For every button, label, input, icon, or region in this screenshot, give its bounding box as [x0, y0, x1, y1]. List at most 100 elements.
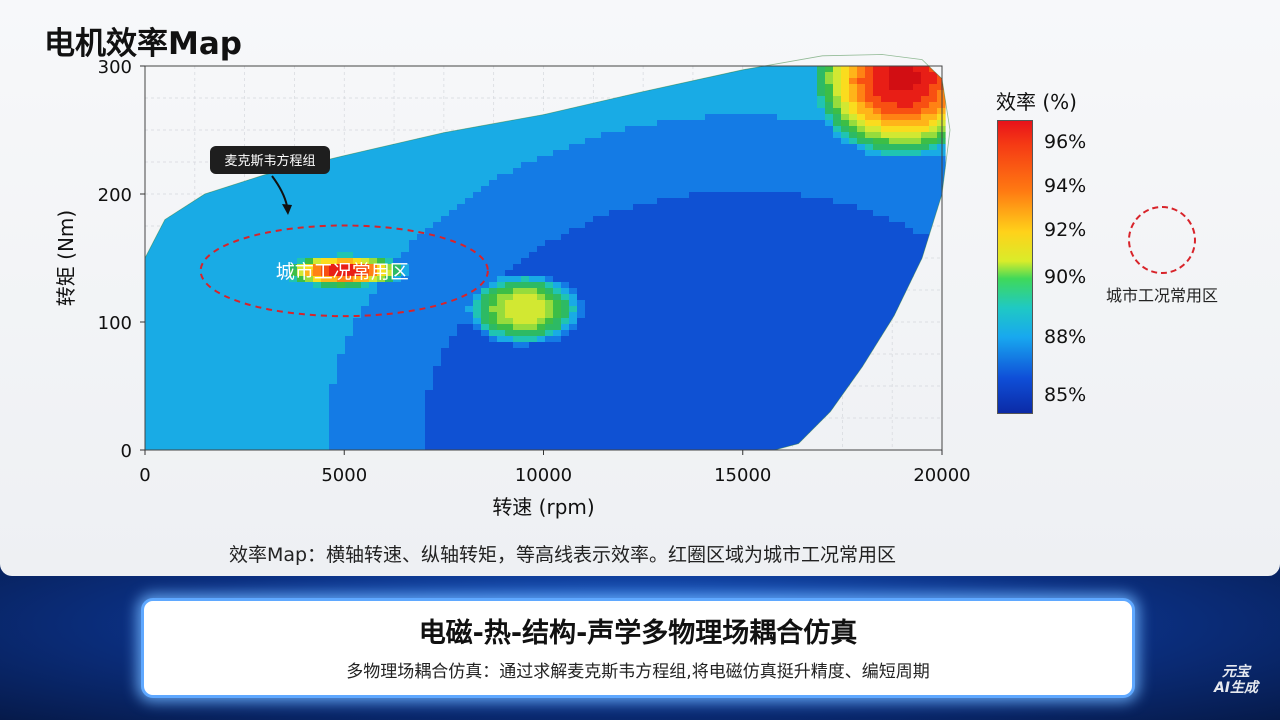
- efficiency-cell: [457, 270, 466, 277]
- efficiency-cell: [889, 96, 898, 103]
- efficiency-cell: [193, 312, 202, 319]
- efficiency-cell: [457, 72, 466, 79]
- efficiency-cell: [865, 174, 874, 181]
- efficiency-cell: [561, 294, 570, 301]
- efficiency-cell: [257, 312, 266, 319]
- efficiency-cell: [537, 318, 546, 325]
- efficiency-cell: [513, 108, 522, 115]
- efficiency-cell: [713, 120, 722, 127]
- efficiency-cell: [521, 252, 530, 259]
- efficiency-cell: [721, 180, 730, 187]
- efficiency-cell: [209, 96, 218, 103]
- efficiency-cell: [337, 300, 346, 307]
- efficiency-cell: [737, 348, 746, 355]
- efficiency-cell: [377, 300, 386, 307]
- efficiency-cell: [297, 300, 306, 307]
- efficiency-cell: [473, 84, 482, 91]
- efficiency-cell: [529, 210, 538, 217]
- efficiency-cell: [345, 318, 354, 325]
- efficiency-cell: [305, 312, 314, 319]
- efficiency-cell: [609, 264, 618, 271]
- efficiency-cell: [937, 216, 946, 223]
- efficiency-cell: [585, 138, 594, 145]
- efficiency-cell: [417, 294, 426, 301]
- efficiency-cell: [449, 240, 458, 247]
- efficiency-cell: [313, 246, 322, 253]
- efficiency-cell: [809, 216, 818, 223]
- efficiency-cell: [825, 102, 834, 109]
- efficiency-cell: [409, 276, 418, 283]
- efficiency-cell: [601, 192, 610, 199]
- efficiency-cell: [265, 102, 274, 109]
- efficiency-cell: [817, 90, 826, 97]
- efficiency-cell: [185, 330, 194, 337]
- efficiency-cell: [161, 336, 170, 343]
- efficiency-cell: [537, 282, 546, 289]
- efficiency-cell: [913, 330, 922, 337]
- efficiency-cell: [265, 258, 274, 265]
- efficiency-cell: [657, 162, 666, 169]
- efficiency-cell: [689, 348, 698, 355]
- efficiency-cell: [745, 192, 754, 199]
- efficiency-cell: [273, 186, 282, 193]
- efficiency-cell: [545, 288, 554, 295]
- efficiency-cell: [761, 228, 770, 235]
- efficiency-cell: [713, 66, 722, 73]
- efficiency-cell: [489, 282, 498, 289]
- efficiency-cell: [457, 168, 466, 175]
- efficiency-cell: [681, 168, 690, 175]
- efficiency-cell: [673, 234, 682, 241]
- efficiency-cell: [881, 294, 890, 301]
- efficiency-cell: [233, 192, 242, 199]
- efficiency-cell: [177, 66, 186, 73]
- efficiency-cell: [857, 162, 866, 169]
- efficiency-cell: [489, 180, 498, 187]
- efficiency-cell: [409, 234, 418, 241]
- efficiency-cell: [681, 150, 690, 157]
- efficiency-cell: [921, 156, 930, 163]
- efficiency-cell: [825, 138, 834, 145]
- efficiency-cell: [769, 204, 778, 211]
- efficiency-cell: [217, 120, 226, 127]
- efficiency-cell: [889, 294, 898, 301]
- efficiency-cell: [713, 96, 722, 103]
- efficiency-cell: [841, 294, 850, 301]
- efficiency-cell: [161, 324, 170, 331]
- efficiency-cell: [385, 144, 394, 151]
- efficiency-cell: [473, 330, 482, 337]
- efficiency-cell: [593, 192, 602, 199]
- efficiency-cell: [521, 306, 530, 313]
- efficiency-cell: [361, 294, 370, 301]
- efficiency-cell: [385, 84, 394, 91]
- efficiency-cell: [841, 168, 850, 175]
- efficiency-cell: [417, 120, 426, 127]
- efficiency-cell: [753, 66, 762, 73]
- efficiency-cell: [601, 126, 610, 133]
- efficiency-cell: [577, 108, 586, 115]
- efficiency-cell: [785, 264, 794, 271]
- efficiency-cell: [241, 294, 250, 301]
- efficiency-cell: [857, 114, 866, 121]
- efficiency-cell: [353, 150, 362, 157]
- efficiency-cell: [705, 336, 714, 343]
- efficiency-cell: [633, 138, 642, 145]
- efficiency-cell: [545, 252, 554, 259]
- efficiency-cell: [577, 204, 586, 211]
- efficiency-cell: [681, 264, 690, 271]
- efficiency-cell: [569, 198, 578, 205]
- efficiency-cell: [801, 162, 810, 169]
- efficiency-cell: [361, 348, 370, 355]
- efficiency-cell: [537, 324, 546, 331]
- efficiency-cell: [841, 144, 850, 151]
- efficiency-cell: [865, 294, 874, 301]
- efficiency-cell: [889, 132, 898, 139]
- efficiency-cell: [585, 192, 594, 199]
- efficiency-cell: [465, 180, 474, 187]
- efficiency-cell: [657, 300, 666, 307]
- efficiency-cell: [313, 264, 322, 271]
- efficiency-cell: [321, 114, 330, 121]
- efficiency-cell: [265, 132, 274, 139]
- efficiency-cell: [921, 336, 930, 343]
- efficiency-cell: [369, 282, 378, 289]
